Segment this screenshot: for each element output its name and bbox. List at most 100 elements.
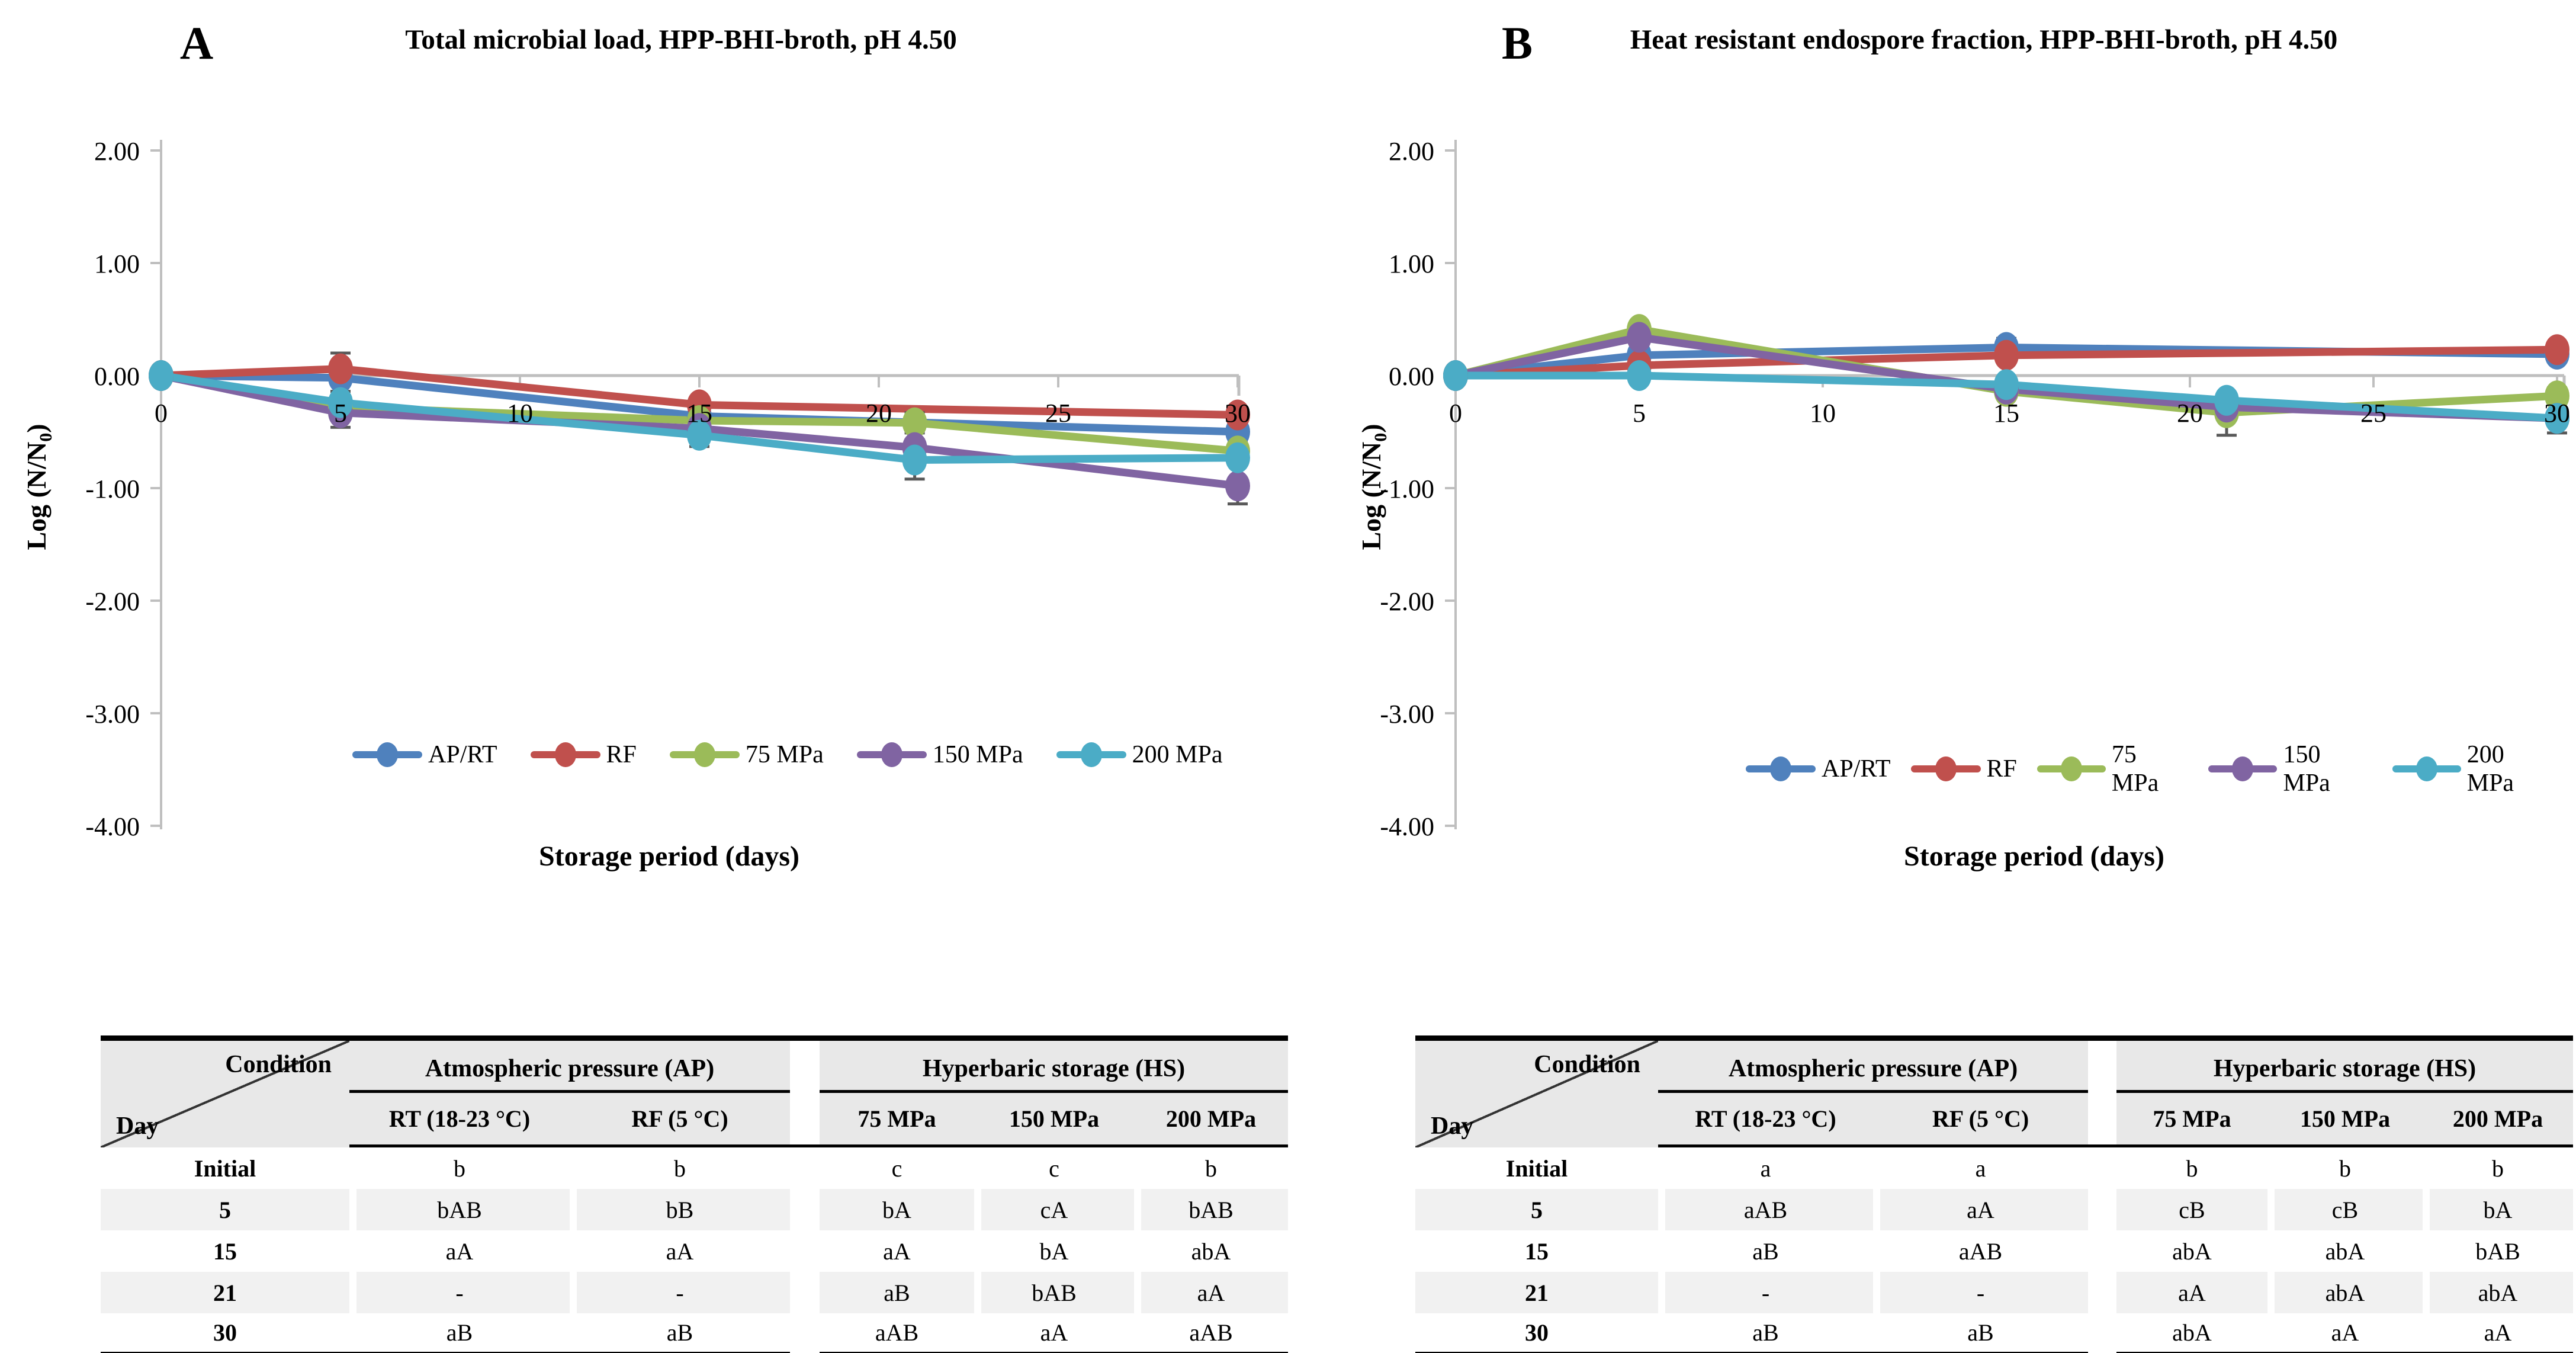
legend-label: 150 MPa bbox=[2283, 741, 2330, 797]
x-tick-label: 0 bbox=[155, 399, 168, 428]
value-cell: aA bbox=[1134, 1272, 1288, 1313]
column-gap bbox=[2088, 1189, 2116, 1230]
data-point bbox=[902, 444, 927, 476]
y-tick-label: 0.00 bbox=[1389, 362, 1434, 391]
table-row: 15 aB aAB abA abA bAB bbox=[1415, 1230, 2573, 1272]
value-cell: aA bbox=[2267, 1313, 2423, 1353]
column-header-75mpa: 75 MPa bbox=[820, 1093, 974, 1147]
legend-marker-icon bbox=[1910, 756, 1981, 782]
day-cell: 30 bbox=[101, 1313, 349, 1353]
column-gap bbox=[790, 1313, 820, 1353]
chart-a-canvas: 2.00 1.00 0.00 -1.00 -2.00 -3.00 -4.00 0 5 10 15 20… bbox=[85, 137, 1251, 841]
day-cell: 30 bbox=[1415, 1313, 1658, 1353]
chart-b-y-axis-title: Log (N/N0) bbox=[1353, 363, 1390, 611]
y-tick-label: 1.00 bbox=[1389, 249, 1434, 278]
value-cell: b bbox=[2423, 1147, 2573, 1189]
legend-marker-icon bbox=[1746, 756, 1816, 782]
value-cell: aAB bbox=[1134, 1313, 1288, 1353]
x-tick-label: 30 bbox=[1225, 399, 1251, 428]
y-tick-label: -1.00 bbox=[85, 474, 140, 504]
ylabel-subscript: 0 bbox=[36, 432, 56, 442]
table-row: 15 aA aA aA bA abA bbox=[101, 1230, 1288, 1272]
column-gap bbox=[2088, 1147, 2116, 1189]
legend-item-ap-rt: AP/RT bbox=[352, 740, 497, 769]
value-cell: bAB bbox=[349, 1189, 570, 1230]
x-tick-label: 0 bbox=[1449, 399, 1462, 428]
condition-day-header-cell: Condition Day bbox=[1415, 1041, 1658, 1147]
column-header-75mpa: 75 MPa bbox=[2116, 1093, 2267, 1147]
legend-label: 75 MPa bbox=[2111, 741, 2159, 797]
legend-item-150mpa: 150 MPa bbox=[2208, 740, 2372, 797]
chart-a-y-axis-title: Log (N/N0) bbox=[18, 363, 56, 611]
value-cell: aAB bbox=[820, 1313, 974, 1353]
value-cell: cB bbox=[2267, 1189, 2423, 1230]
data-point bbox=[687, 419, 712, 451]
y-tick-label: 1.00 bbox=[94, 249, 140, 278]
value-cell: a bbox=[1873, 1147, 2088, 1189]
chart-a-x-axis-title: Storage period (days) bbox=[539, 841, 799, 872]
y-tick-label: 0.00 bbox=[94, 362, 140, 391]
y-tick-label: -2.00 bbox=[85, 587, 140, 616]
chart-b-x-axis-title: Storage period (days) bbox=[1904, 841, 2164, 872]
legend-label: AP/RT bbox=[1822, 755, 1891, 783]
legend-item-rf: RF bbox=[1910, 755, 2017, 783]
day-cell: 5 bbox=[101, 1189, 349, 1230]
value-cell: bAB bbox=[2423, 1230, 2573, 1272]
column-gap bbox=[2088, 1041, 2116, 1093]
value-cell: - bbox=[1873, 1272, 2088, 1313]
table-body: Initial a a b b b 5 aAB aA cB cB bA 15 a… bbox=[1415, 1147, 2573, 1353]
value-cell: aA bbox=[820, 1230, 974, 1272]
panel-letter-b: B bbox=[1501, 17, 1533, 69]
value-cell: abA bbox=[1134, 1230, 1288, 1272]
day-cell: Initial bbox=[101, 1147, 349, 1189]
legend-label: 200 MPa bbox=[1132, 741, 1223, 768]
value-cell: aA bbox=[570, 1230, 790, 1272]
legend-marker-icon bbox=[2392, 756, 2461, 782]
condition-day-header-cell: Condition Day bbox=[101, 1041, 349, 1147]
column-gap bbox=[790, 1272, 820, 1313]
legend-marker-icon bbox=[669, 742, 740, 768]
legend-item-200mpa: 200 MPa bbox=[1056, 740, 1223, 769]
column-gap bbox=[2088, 1230, 2116, 1272]
column-header-150mpa: 150 MPa bbox=[2267, 1093, 2423, 1147]
ylabel-suffix: ) bbox=[21, 424, 52, 433]
table-row: 30 aB aB abA aA aA bbox=[1415, 1313, 2573, 1353]
stats-table-a: Condition Day Atmospheric pressure (AP) … bbox=[101, 1035, 1288, 1353]
data-point bbox=[1225, 470, 1250, 502]
value-cell: b bbox=[349, 1147, 570, 1189]
column-gap bbox=[2088, 1313, 2116, 1353]
value-cell: bB bbox=[570, 1189, 790, 1230]
value-cell: - bbox=[1658, 1272, 1873, 1313]
legend-label: 200 MPa bbox=[2466, 741, 2514, 797]
data-point bbox=[328, 387, 353, 418]
legend-item-150mpa: 150 MPa bbox=[856, 740, 1023, 769]
table-header: Condition Day Atmospheric pressure (AP) … bbox=[1415, 1041, 2573, 1147]
legend-item-75mpa: 75 MPa bbox=[669, 740, 824, 769]
column-gap bbox=[790, 1093, 820, 1147]
value-cell: abA bbox=[2267, 1272, 2423, 1313]
value-cell: cA bbox=[974, 1189, 1134, 1230]
legend-item-75mpa: 75 MPa bbox=[2037, 740, 2189, 797]
column-header-200mpa: 200 MPa bbox=[1134, 1093, 1288, 1147]
data-point bbox=[1627, 360, 1652, 391]
value-cell: aB bbox=[1658, 1313, 1873, 1353]
legend-marker-icon bbox=[2037, 756, 2106, 782]
series-line bbox=[160, 365, 1238, 419]
table-body: Initial b b c c b 5 bAB bB bA cA bAB 15 … bbox=[101, 1147, 1288, 1353]
column-header-rf: RF (5 °C) bbox=[570, 1093, 790, 1147]
value-cell: aA bbox=[349, 1230, 570, 1272]
x-tick-label: 20 bbox=[2177, 399, 2203, 428]
data-point bbox=[2545, 380, 2569, 412]
legend-marker-icon bbox=[856, 742, 927, 768]
legend-item-200mpa: 200 MPa bbox=[2392, 740, 2556, 797]
value-cell: aB bbox=[1873, 1313, 2088, 1353]
chart-b-canvas: 2.00 1.00 0.00 -1.00 -2.00 -3.00 -4.00 0 5 10 15 20… bbox=[1380, 137, 2570, 841]
column-header-200mpa: 200 MPa bbox=[2423, 1093, 2573, 1147]
value-cell: aB bbox=[570, 1313, 790, 1353]
x-tick-label: 10 bbox=[1810, 399, 1836, 428]
group-header-ap: Atmospheric pressure (AP) bbox=[349, 1041, 790, 1093]
x-tick-label: 5 bbox=[1633, 399, 1646, 428]
data-point bbox=[2545, 403, 2569, 434]
legend-marker-icon bbox=[530, 742, 600, 768]
legend-label: RF bbox=[1986, 755, 2017, 783]
